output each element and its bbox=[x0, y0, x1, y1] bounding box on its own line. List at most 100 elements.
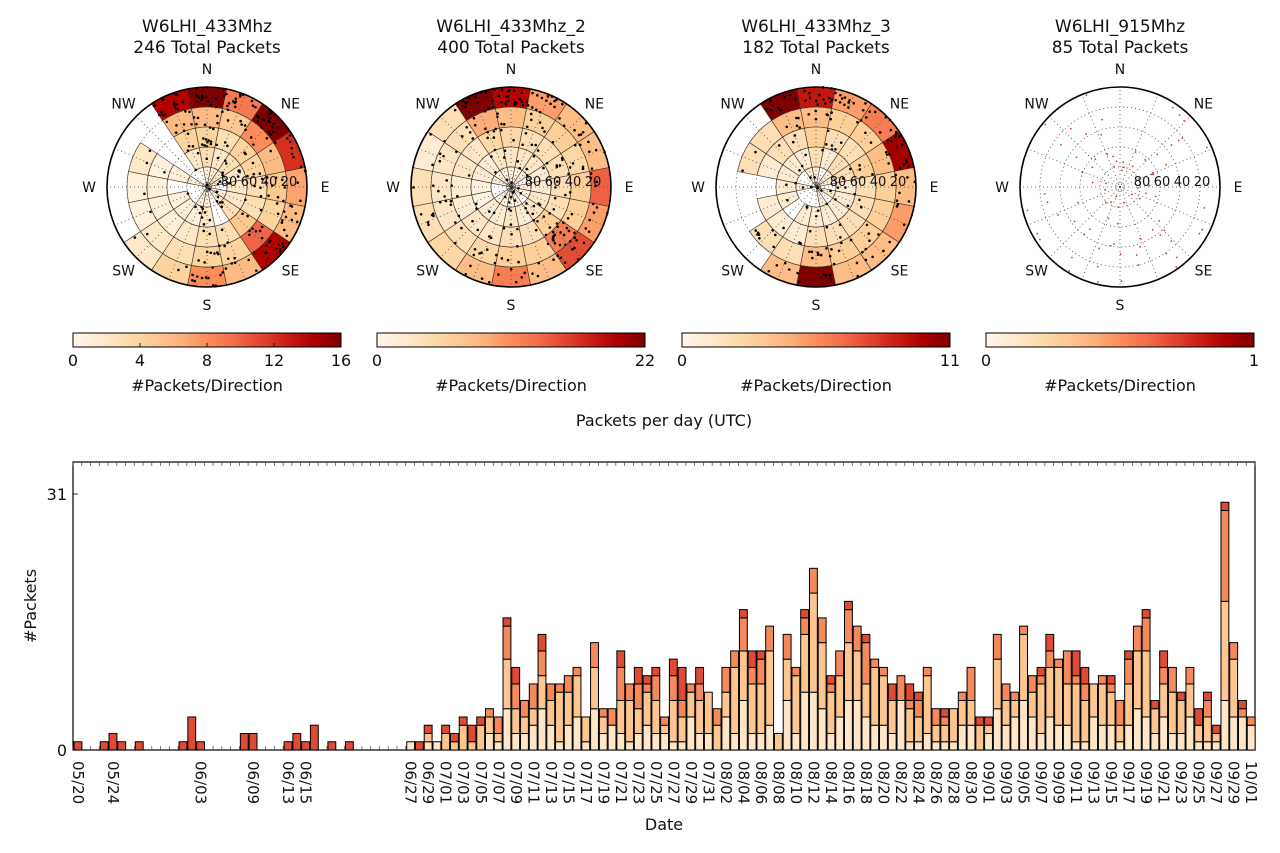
bar-segment-w6lhi-433mhz-2 bbox=[642, 683, 652, 693]
packet-dot bbox=[545, 161, 549, 165]
radial-tick-label: 40 bbox=[870, 175, 887, 190]
radial-tick-label: 20 bbox=[281, 175, 298, 190]
bar-segment-w6lhi-433mhz-3 bbox=[572, 675, 582, 718]
packet-dot bbox=[836, 186, 840, 189]
bar-segment-w6lhi-433mhz-2 bbox=[1036, 675, 1046, 685]
bar-segment-w6lhi-433mhz-3 bbox=[852, 650, 862, 701]
bar-segment-w6lhi-915mhz bbox=[1106, 724, 1116, 751]
packet-dot bbox=[492, 136, 496, 139]
packet-dot bbox=[200, 94, 204, 97]
packet-dot bbox=[888, 240, 891, 244]
packet-dot bbox=[785, 183, 788, 187]
packet-dot bbox=[786, 198, 789, 202]
bar-segment-w6lhi-433mhz-3 bbox=[730, 666, 740, 734]
bar-segment-w6lhi-433mhz bbox=[292, 732, 302, 751]
bar-segment-w6lhi-433mhz-3 bbox=[957, 699, 967, 726]
x-tick-label: 07/15 bbox=[559, 761, 577, 804]
bar-segment-w6lhi-915mhz bbox=[1194, 741, 1204, 751]
packet-dot bbox=[238, 95, 242, 98]
packet-dot bbox=[595, 206, 599, 209]
bar-segment-w6lhi-915mhz bbox=[817, 708, 827, 751]
packet-dot bbox=[224, 267, 228, 270]
bar-segment-w6lhi-915mhz bbox=[721, 716, 731, 751]
packet-dot bbox=[1091, 181, 1094, 184]
packet-dot bbox=[1198, 232, 1201, 235]
bar-segment-w6lhi-433mhz-3 bbox=[1132, 650, 1142, 710]
bar-segment-w6lhi-915mhz bbox=[607, 724, 617, 751]
packet-dot bbox=[486, 130, 490, 134]
packet-dot bbox=[484, 127, 487, 131]
packet-dot bbox=[558, 243, 562, 247]
packet-dot bbox=[220, 228, 224, 232]
bar-segment-w6lhi-433mhz-3 bbox=[1202, 716, 1212, 743]
packet-dot bbox=[864, 258, 868, 262]
packet-dot bbox=[215, 251, 219, 254]
packet-dot bbox=[464, 101, 467, 104]
bar-segment-w6lhi-433mhz bbox=[178, 741, 188, 751]
bar-segment-w6lhi-433mhz-2 bbox=[1054, 658, 1064, 668]
packet-dot bbox=[1071, 256, 1073, 259]
x-tick-label: 09/25 bbox=[1190, 761, 1208, 804]
bar-segment-w6lhi-433mhz bbox=[738, 609, 748, 619]
day-bar-stack bbox=[1150, 699, 1160, 751]
packet-dot bbox=[826, 129, 830, 133]
day-bar-stack bbox=[791, 666, 801, 751]
packet-dot bbox=[840, 97, 844, 100]
packet-dot bbox=[829, 277, 833, 281]
compass-label-s: S bbox=[507, 298, 516, 314]
day-bar-stack bbox=[406, 741, 416, 751]
packet-dot bbox=[442, 154, 445, 158]
radial-tick-label: 20 bbox=[585, 175, 602, 190]
packet-dot bbox=[453, 241, 457, 245]
packet-dot bbox=[573, 246, 576, 250]
packet-dot bbox=[777, 144, 781, 147]
packet-dot bbox=[531, 91, 534, 95]
packet-dot bbox=[443, 139, 447, 143]
packet-dot bbox=[846, 204, 850, 208]
packet-dot bbox=[473, 123, 477, 127]
packet-dot bbox=[227, 101, 231, 105]
bar-segment-w6lhi-915mhz bbox=[1132, 708, 1142, 751]
day-bar-stack bbox=[721, 666, 731, 751]
bar-segment-w6lhi-433mhz bbox=[1106, 675, 1116, 685]
grid-spoke bbox=[510, 116, 582, 188]
compass-label-e: E bbox=[1234, 180, 1243, 196]
packet-dot bbox=[776, 106, 780, 110]
packet-dot bbox=[772, 245, 776, 249]
bar-segment-w6lhi-433mhz-3 bbox=[441, 732, 451, 751]
compass-label-s: S bbox=[812, 298, 821, 314]
day-bar-stack bbox=[660, 716, 670, 751]
packet-dot bbox=[202, 137, 205, 140]
bar-segment-w6lhi-433mhz-3 bbox=[633, 708, 643, 734]
packet-dot bbox=[276, 125, 280, 129]
bar-segment-w6lhi-433mhz bbox=[677, 666, 687, 701]
packet-dot bbox=[264, 251, 268, 255]
packet-dot bbox=[1131, 193, 1133, 196]
packet-dot bbox=[460, 135, 464, 138]
x-tick-label: 09/17 bbox=[1120, 761, 1138, 804]
bar-segment-w6lhi-433mhz-2 bbox=[502, 625, 512, 660]
packet-dot bbox=[589, 172, 593, 175]
bar-segment-w6lhi-433mhz-2 bbox=[686, 683, 696, 693]
packet-dot bbox=[438, 159, 442, 163]
packet-dot bbox=[819, 253, 823, 257]
day-bar-stack bbox=[1202, 691, 1212, 751]
packet-dot bbox=[553, 105, 556, 109]
bar-segment-w6lhi-915mhz bbox=[1141, 716, 1151, 751]
packet-dot bbox=[1131, 165, 1134, 168]
grid-spoke bbox=[206, 148, 300, 188]
packet-dot bbox=[1171, 106, 1174, 109]
packet-dot bbox=[494, 127, 498, 131]
bar-segment-w6lhi-433mhz bbox=[1202, 691, 1212, 701]
bar-segment-w6lhi-915mhz bbox=[616, 732, 626, 751]
packet-dot bbox=[905, 158, 908, 161]
day-bar-stack bbox=[984, 716, 993, 751]
packet-dot bbox=[1178, 114, 1181, 116]
day-bar-stack bbox=[432, 741, 442, 751]
bar-segment-w6lhi-433mhz-3 bbox=[765, 650, 775, 726]
bar-segment-w6lhi-433mhz bbox=[1071, 650, 1081, 677]
packet-dot bbox=[545, 99, 548, 102]
packet-dot bbox=[278, 248, 282, 251]
compass-label-e: E bbox=[321, 180, 330, 196]
packet-dot bbox=[1046, 201, 1049, 204]
